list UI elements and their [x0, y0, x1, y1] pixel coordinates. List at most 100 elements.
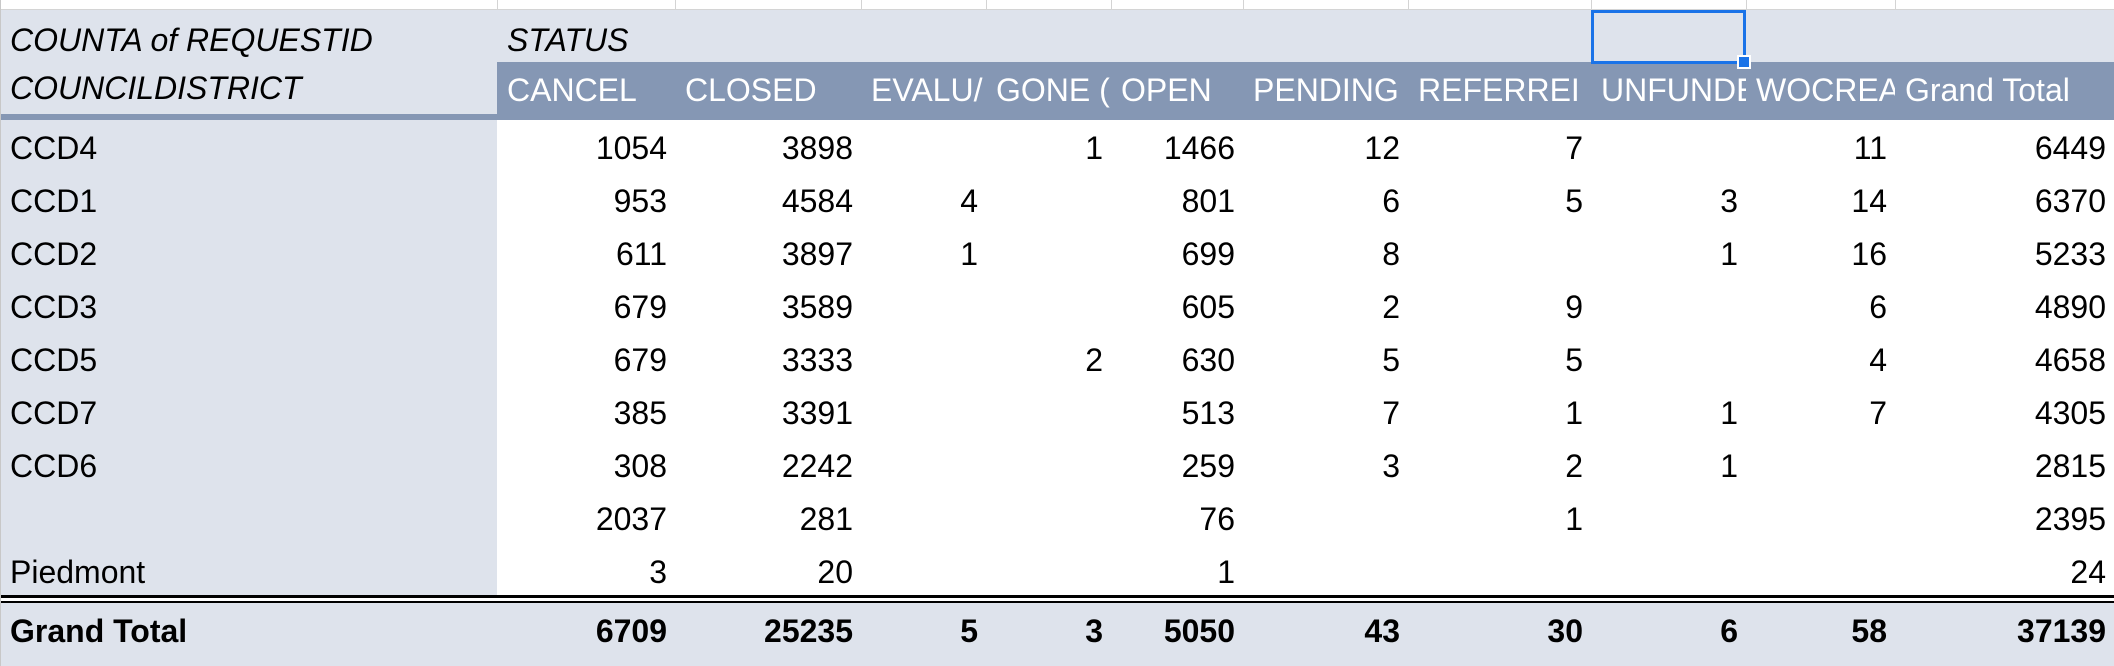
data-cell[interactable]: 5233 — [2034, 236, 2106, 272]
row-label[interactable]: CCD5 — [10, 342, 98, 378]
data-cell[interactable]: 1 — [1720, 448, 1738, 484]
data-cell[interactable] — [1746, 493, 1895, 546]
data-cell[interactable]: 3 — [649, 554, 667, 590]
data-cell[interactable]: 611 — [615, 236, 667, 272]
data-cell[interactable]: 24 — [2070, 554, 2106, 590]
data-cell[interactable]: 259 — [1181, 448, 1235, 484]
data-cell[interactable]: 20 — [817, 554, 853, 590]
data-cell[interactable] — [1591, 334, 1746, 387]
data-cell[interactable] — [1591, 493, 1746, 546]
data-cell[interactable] — [1746, 440, 1895, 493]
row-label[interactable]: CCD4 — [10, 130, 98, 166]
data-cell[interactable]: 4 — [960, 183, 978, 219]
row-label[interactable]: CCD1 — [10, 183, 98, 219]
grand-total-cell[interactable]: 43 — [1364, 613, 1400, 649]
data-cell[interactable]: 1466 — [1163, 130, 1235, 166]
data-cell[interactable]: 11 — [1853, 130, 1887, 166]
data-cell[interactable]: 2395 — [2034, 501, 2106, 537]
grand-total-cell[interactable]: 25235 — [764, 613, 853, 649]
grand-total-cell[interactable]: 30 — [1547, 613, 1583, 649]
data-cell[interactable]: 3333 — [781, 342, 853, 378]
data-cell[interactable]: 5 — [1565, 342, 1583, 378]
row-label[interactable]: CCD2 — [10, 236, 98, 272]
data-cell[interactable] — [1746, 546, 1895, 599]
grand-total-label[interactable]: Grand Total — [10, 613, 188, 649]
data-cell[interactable]: 6370 — [2034, 183, 2106, 219]
data-cell[interactable]: 3589 — [781, 289, 853, 325]
data-cell[interactable] — [861, 334, 986, 387]
data-cell[interactable]: 3 — [1382, 448, 1400, 484]
active-cell-selection[interactable] — [1591, 10, 1746, 64]
data-cell[interactable]: 4 — [1869, 342, 1887, 378]
column-header-1[interactable]: CLOSED — [685, 72, 817, 108]
data-cell[interactable]: 513 — [1181, 395, 1235, 431]
data-cell[interactable] — [986, 175, 1111, 228]
column-header-5[interactable]: PENDING — [1253, 72, 1399, 108]
data-cell[interactable] — [1591, 281, 1746, 334]
data-cell[interactable]: 3897 — [781, 236, 853, 272]
column-header-7[interactable]: UNFUNDE — [1601, 72, 1746, 108]
data-cell[interactable]: 679 — [613, 342, 667, 378]
data-cell[interactable] — [1243, 493, 1408, 546]
grand-total-cell[interactable]: 37139 — [2017, 613, 2106, 649]
data-cell[interactable]: 14 — [1851, 183, 1887, 219]
data-cell[interactable]: 605 — [1181, 289, 1235, 325]
data-cell[interactable]: 76 — [1199, 501, 1235, 537]
row-label[interactable] — [0, 493, 497, 546]
data-cell[interactable]: 1 — [1565, 501, 1583, 537]
data-cell[interactable]: 2 — [1085, 342, 1103, 378]
data-cell[interactable]: 1 — [960, 236, 978, 272]
column-header-9[interactable]: Grand Total — [1905, 72, 2070, 108]
data-cell[interactable]: 2815 — [2034, 448, 2106, 484]
data-cell[interactable]: 6 — [1869, 289, 1887, 325]
pivot-column-field-label[interactable]: STATUS — [507, 22, 629, 58]
data-cell[interactable] — [861, 546, 986, 599]
data-cell[interactable]: 1 — [1720, 236, 1738, 272]
grand-total-cell[interactable]: 3 — [1085, 613, 1103, 649]
data-cell[interactable] — [986, 546, 1111, 599]
data-cell[interactable]: 953 — [613, 183, 667, 219]
data-cell[interactable] — [986, 228, 1111, 281]
data-cell[interactable]: 1054 — [595, 130, 667, 166]
fill-handle[interactable] — [1737, 55, 1751, 69]
data-cell[interactable]: 699 — [1181, 236, 1235, 272]
data-cell[interactable]: 2 — [1382, 289, 1400, 325]
data-cell[interactable]: 7 — [1565, 130, 1583, 166]
data-cell[interactable]: 2037 — [595, 501, 667, 537]
row-label[interactable]: CCD6 — [10, 448, 98, 484]
data-cell[interactable] — [986, 387, 1111, 440]
pivot-value-label[interactable]: COUNTA of REQUESTID — [10, 22, 373, 58]
data-cell[interactable]: 1 — [1217, 554, 1235, 590]
data-cell[interactable]: 5 — [1382, 342, 1400, 378]
data-cell[interactable]: 1 — [1085, 130, 1103, 166]
data-cell[interactable]: 308 — [613, 448, 667, 484]
data-cell[interactable]: 7 — [1869, 395, 1887, 431]
data-cell[interactable]: 16 — [1851, 236, 1887, 272]
data-cell[interactable]: 8 — [1382, 236, 1400, 272]
row-label[interactable]: CCD7 — [10, 395, 98, 431]
data-cell[interactable]: 4890 — [2034, 289, 2106, 325]
data-cell[interactable] — [861, 281, 986, 334]
data-cell[interactable]: 4584 — [781, 183, 853, 219]
data-cell[interactable] — [1408, 228, 1591, 281]
data-cell[interactable]: 6 — [1382, 183, 1400, 219]
grand-total-cell[interactable]: 6 — [1720, 613, 1738, 649]
data-cell[interactable] — [986, 281, 1111, 334]
data-cell[interactable]: 4658 — [2034, 342, 2106, 378]
data-cell[interactable]: 5 — [1565, 183, 1583, 219]
column-header-0[interactable]: CANCEL — [507, 72, 637, 108]
data-cell[interactable] — [861, 493, 986, 546]
data-cell[interactable] — [1408, 546, 1591, 599]
data-cell[interactable]: 1 — [1720, 395, 1738, 431]
data-cell[interactable] — [986, 493, 1111, 546]
data-cell[interactable]: 679 — [613, 289, 667, 325]
data-cell[interactable] — [861, 387, 986, 440]
data-cell[interactable]: 385 — [613, 395, 667, 431]
data-cell[interactable]: 7 — [1382, 395, 1400, 431]
data-cell[interactable] — [1243, 546, 1408, 599]
column-header-3[interactable]: GONE ( — [996, 72, 1110, 108]
grand-total-cell[interactable]: 6709 — [595, 613, 667, 649]
column-header-2[interactable]: EVALU/ — [871, 72, 983, 108]
grand-total-cell[interactable]: 5050 — [1163, 613, 1235, 649]
